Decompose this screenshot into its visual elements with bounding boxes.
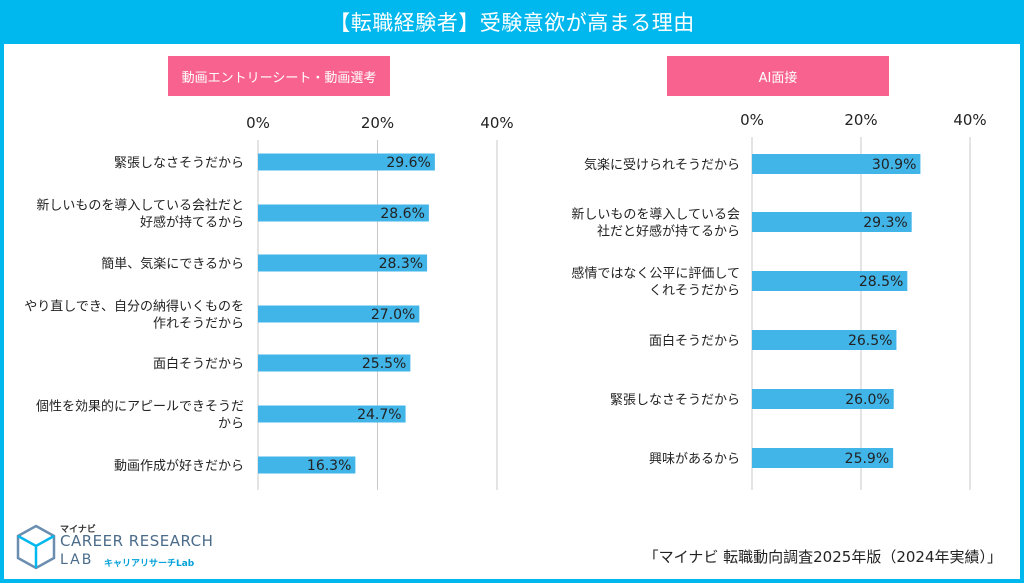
chart-header: 【転職経験者】受験意欲が高まる理由 <box>0 0 1024 44</box>
left-tick-label: 0% <box>246 114 270 132</box>
right-value-label: 28.5% <box>859 274 903 290</box>
left-category-label: 面白そうだから <box>153 356 244 372</box>
left-category-label: 緊張しなさそうだから <box>114 156 244 171</box>
right-category-label: 感情ではなく公平に評価してくれそうだから <box>571 266 740 299</box>
right-chart-tag-label: AI面接 <box>758 70 798 86</box>
right-bar <box>752 154 921 174</box>
left-category-label: 簡単、気楽にできるから <box>101 256 244 272</box>
left-bar <box>258 153 435 171</box>
left-category-label: 動画作成が好きだから <box>114 459 244 474</box>
left-bar <box>258 254 428 272</box>
right-tick-label: 20% <box>844 111 877 129</box>
left-category-label: やり直しでき、自分の納得いくものを作れそうだから <box>24 299 244 332</box>
right-value-label: 26.0% <box>845 392 889 408</box>
left-category-label: 新しいものを導入している会社だと好感が持てるから <box>36 198 244 231</box>
left-value-label: 24.7% <box>357 407 401 423</box>
career-research-lab-logo: マイナビ CAREER RESEARCH LAB キャリアリサーチLab <box>14 520 214 578</box>
logo-main-text: CAREER RESEARCH <box>60 532 214 550</box>
right-bar <box>752 271 908 291</box>
left-value-label: 28.6% <box>380 206 424 222</box>
source-note: 「マイナビ 転職動向調査2025年版（2024年実績）」 <box>643 548 1002 566</box>
right-category-label: 面白そうだから <box>649 333 740 349</box>
left-bar <box>258 456 356 474</box>
right-value-label: 30.9% <box>872 157 916 173</box>
logo-kana-text: キャリアリサーチLab <box>104 559 195 569</box>
logo-lab-text: LAB <box>60 552 94 568</box>
right-value-label: 25.9% <box>845 451 889 467</box>
logo-company: マイナビ <box>60 525 96 535</box>
right-tick-label: 40% <box>953 111 986 129</box>
right-value-label: 29.3% <box>863 215 907 231</box>
right-value-label: 26.5% <box>848 333 892 349</box>
cube-logo-icon <box>16 524 56 570</box>
left-chart-tag: 動画エントリーシート・動画選考 <box>168 56 390 96</box>
right-category-label: 興味があるから <box>649 452 740 467</box>
left-tick-label: 20% <box>361 114 394 132</box>
right-category-label: 緊張しなさそうだから <box>610 393 740 408</box>
right-chart-tag: AI面接 <box>667 56 889 96</box>
right-category-label: 気楽に受けられそうだから <box>584 157 740 173</box>
right-tick-label: 0% <box>740 111 764 129</box>
right-bar <box>752 448 894 468</box>
left-value-label: 16.3% <box>307 458 351 474</box>
right-bar <box>752 389 894 409</box>
right-bar <box>752 212 912 232</box>
left-chart-tag-label: 動画エントリーシート・動画選考 <box>181 70 377 86</box>
right-bar <box>752 330 897 350</box>
left-category-label: 個性を効果的にアピールできそうだから <box>36 399 244 432</box>
left-bar <box>258 305 420 323</box>
left-value-label: 25.5% <box>362 356 406 372</box>
left-bar <box>258 405 406 423</box>
chart-title: 【転職経験者】受験意欲が高まる理由 <box>329 11 695 35</box>
left-value-label: 27.0% <box>371 307 415 323</box>
right-category-label: 新しいものを導入している会社だと好感が持てるから <box>571 207 740 240</box>
left-bar <box>258 354 411 372</box>
left-value-label: 28.3% <box>379 256 423 272</box>
left-tick-label: 40% <box>480 114 513 132</box>
left-bar <box>258 204 429 222</box>
left-value-label: 29.6% <box>386 155 430 171</box>
